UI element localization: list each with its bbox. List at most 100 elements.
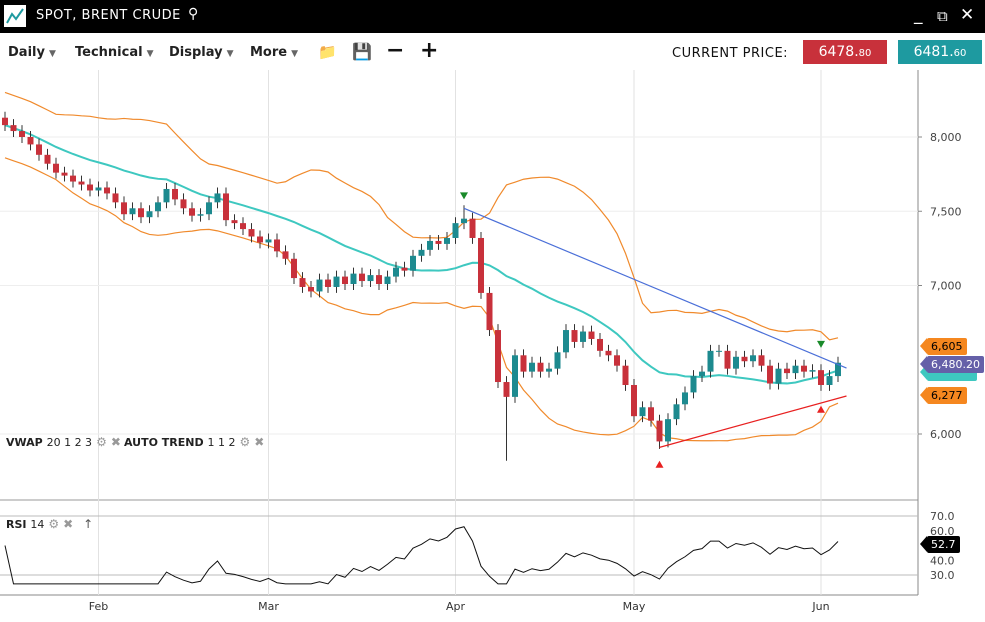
- bid-price[interactable]: 6478.80: [803, 40, 887, 64]
- zoom-out-icon[interactable]: −: [386, 38, 405, 63]
- candle: [10, 125, 17, 132]
- candle: [665, 419, 671, 442]
- candle: [750, 355, 756, 362]
- candle: [452, 223, 459, 238]
- candle: [393, 267, 399, 277]
- candle: [614, 355, 620, 366]
- candle: [427, 240, 433, 250]
- candle: [792, 365, 799, 374]
- search-icon[interactable]: ⚲: [188, 6, 199, 22]
- arrow-up-icon[interactable]: ↑: [83, 517, 94, 531]
- x-tick-label: Apr: [446, 600, 466, 613]
- candle: [19, 131, 25, 137]
- candle: [121, 202, 127, 215]
- menu-daily[interactable]: Daily ▼: [8, 45, 56, 60]
- trend-line: [463, 207, 847, 369]
- last-price-tag: 6,480.20: [920, 356, 984, 373]
- zoom-in-icon[interactable]: +: [420, 38, 439, 63]
- candle: [87, 184, 93, 191]
- candle: [469, 218, 476, 238]
- close-icon[interactable]: ✕: [960, 5, 975, 25]
- candle: [520, 355, 527, 372]
- candle: [673, 404, 680, 420]
- gear-icon[interactable]: ⚙: [239, 435, 251, 449]
- candle: [308, 286, 314, 292]
- candle: [2, 117, 8, 126]
- close-icon[interactable]: ✖: [110, 435, 121, 449]
- trend-line: [659, 395, 847, 448]
- candle: [733, 356, 739, 369]
- lower-band-tag: 6,277: [920, 387, 967, 404]
- rsi-tick-label: 40.0: [930, 554, 955, 567]
- open-folder-icon[interactable]: 📁: [318, 43, 337, 61]
- candle: [529, 362, 535, 372]
- close-icon[interactable]: ✖: [63, 517, 74, 531]
- candle: [818, 370, 824, 385]
- rsi-tick-label: 70.0: [930, 510, 955, 523]
- window-title: SPOT, BRENT CRUDE: [36, 8, 181, 23]
- candle: [512, 355, 518, 397]
- upper-bollinger-band: [4, 91, 839, 341]
- candle: [70, 175, 76, 182]
- candle: [707, 350, 714, 372]
- candle: [597, 338, 603, 351]
- menu-technical[interactable]: Technical ▼: [75, 45, 154, 60]
- gear-icon[interactable]: ⚙: [96, 435, 107, 449]
- buy-signal-marker: [817, 405, 825, 413]
- rsi-tick-label: 30.0: [930, 569, 955, 582]
- candle: [758, 355, 765, 366]
- candle: [384, 276, 391, 285]
- candle: [563, 330, 569, 353]
- minimize-icon[interactable]: _: [914, 5, 923, 25]
- candle: [461, 218, 467, 224]
- save-icon[interactable]: 💾: [352, 42, 372, 61]
- candle: [367, 275, 374, 282]
- upper-band-tag: 6,605: [920, 338, 967, 355]
- title-bar: SPOT, BRENT CRUDE ⚲ _ ⧉ ✕: [0, 0, 985, 33]
- candle: [325, 279, 331, 287]
- candle: [27, 137, 34, 145]
- candle: [444, 237, 450, 244]
- candle: [376, 275, 382, 285]
- candle: [784, 368, 790, 374]
- candle: [257, 236, 263, 243]
- gear-icon[interactable]: ⚙: [48, 517, 60, 531]
- ask-price[interactable]: 6481.60: [898, 40, 982, 64]
- candle: [333, 276, 340, 287]
- candle: [359, 273, 365, 282]
- toolbar: Daily ▼ Technical ▼ Display ▼ More ▼ 📁 💾 − +…: [0, 33, 985, 70]
- candle: [180, 199, 187, 209]
- candle: [809, 370, 816, 372]
- popout-icon[interactable]: ⧉: [937, 7, 948, 25]
- candle: [138, 208, 144, 218]
- candle: [682, 392, 688, 405]
- candle: [112, 193, 119, 203]
- candle: [631, 384, 637, 417]
- rsi-value-tag: 52.7: [920, 536, 960, 553]
- lower-bollinger-band: [4, 157, 839, 442]
- candle: [435, 240, 442, 244]
- x-tick-label: May: [623, 600, 646, 613]
- candle: [95, 187, 102, 191]
- menu-more[interactable]: More ▼: [250, 45, 299, 60]
- candle: [223, 193, 229, 221]
- candle: [724, 350, 731, 369]
- candle: [639, 407, 646, 417]
- candle: [537, 362, 544, 372]
- candle: [656, 420, 663, 442]
- candle: [231, 220, 238, 224]
- current-price-label: CURRENT PRICE:: [672, 46, 789, 61]
- menu-display[interactable]: Display ▼: [169, 45, 234, 60]
- candle: [350, 273, 357, 285]
- candle: [316, 279, 323, 292]
- close-icon[interactable]: ✖: [254, 435, 265, 449]
- rsi-study-label: RSI 14 ⚙ ✖ ↑: [6, 517, 94, 531]
- candle: [546, 368, 552, 372]
- candle: [478, 237, 484, 293]
- candle: [53, 163, 59, 173]
- y-tick-label: 7,500: [930, 205, 962, 218]
- chart-logo-icon: [4, 5, 26, 27]
- candle: [265, 239, 272, 243]
- candle: [274, 239, 280, 252]
